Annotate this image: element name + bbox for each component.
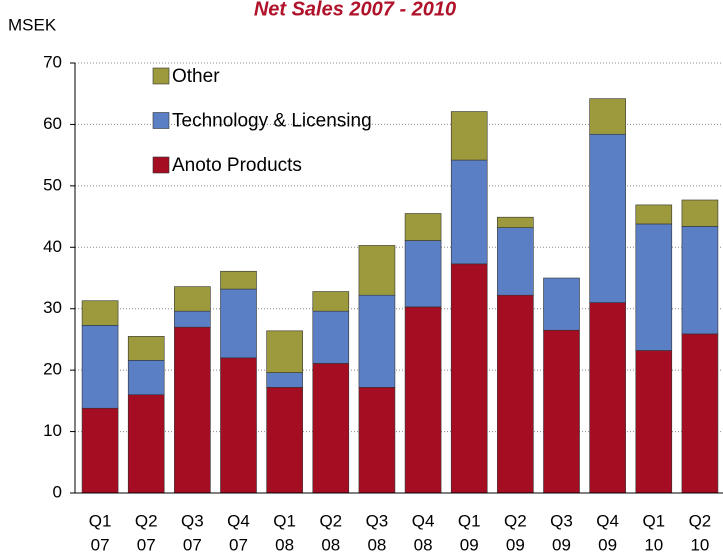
bar-segment xyxy=(220,288,257,359)
y-tick-label: 20 xyxy=(43,360,62,379)
x-tick-label: Q1 xyxy=(89,511,112,530)
bar-segment xyxy=(404,213,442,241)
bar-segment xyxy=(358,245,396,296)
bar-segment xyxy=(497,227,534,296)
bar-segment xyxy=(497,294,534,494)
bar-segment xyxy=(312,310,350,364)
legend-label: Technology & Licensing xyxy=(172,111,372,132)
x-tick-label: Q4 xyxy=(227,511,250,530)
bar-segment xyxy=(404,306,442,494)
x-tick-label: 10 xyxy=(690,535,709,554)
bar-segment xyxy=(589,98,626,135)
x-tick-label: 08 xyxy=(275,535,294,554)
y-axis-label: MSEK xyxy=(8,15,57,34)
y-tick-label: 60 xyxy=(43,114,62,133)
x-tick-label: 09 xyxy=(598,535,617,554)
y-tick-label: 70 xyxy=(43,52,62,71)
bar-segment xyxy=(589,302,626,494)
bar-segment xyxy=(174,310,211,328)
x-tick-label: 09 xyxy=(506,535,525,554)
bar-segment xyxy=(81,407,119,494)
y-tick-label: 10 xyxy=(43,421,62,440)
bar-segment xyxy=(312,363,350,494)
x-tick-label: Q2 xyxy=(689,511,712,530)
legend-swatch xyxy=(152,112,170,129)
bar-segment xyxy=(220,270,257,290)
x-tick-label: 07 xyxy=(229,535,248,554)
y-tick-label: 40 xyxy=(43,237,62,256)
x-tick-label: Q2 xyxy=(135,511,158,530)
bar-segment xyxy=(681,333,719,494)
bar-segment xyxy=(450,263,488,494)
bar-segment xyxy=(266,330,303,373)
bar-segment xyxy=(174,326,211,494)
bar-segment xyxy=(450,111,488,161)
bar-segment xyxy=(127,394,165,494)
x-tick-label: 08 xyxy=(414,535,433,554)
bar-segment xyxy=(404,240,442,308)
bar-segment xyxy=(220,357,257,494)
x-tick-label: 09 xyxy=(552,535,571,554)
bar-segment xyxy=(127,360,165,396)
y-tick-label: 0 xyxy=(53,482,62,501)
bar-segment xyxy=(174,286,211,312)
x-tick-label: 08 xyxy=(367,535,386,554)
bar-segment xyxy=(450,159,488,265)
x-tick-label: 08 xyxy=(321,535,340,554)
bar-segment xyxy=(589,133,626,303)
bar-segment xyxy=(497,216,534,228)
bar-segment xyxy=(543,329,580,494)
bar-segment xyxy=(681,226,719,335)
bar-segment xyxy=(266,387,303,494)
x-tick-label: Q1 xyxy=(458,511,481,530)
x-tick-label: Q1 xyxy=(642,511,665,530)
x-tick-label: Q4 xyxy=(412,511,435,530)
legend-label: Anoto Products xyxy=(172,155,302,176)
legend-swatch xyxy=(152,67,170,85)
bar-segment xyxy=(358,387,396,494)
bar-segment xyxy=(635,223,673,351)
bar-segment xyxy=(81,324,119,409)
x-tick-label: Q3 xyxy=(366,511,389,530)
bar-segment xyxy=(81,300,119,326)
legend-swatch xyxy=(152,156,170,174)
bar-segment xyxy=(312,291,350,312)
x-tick-label: Q3 xyxy=(181,511,204,530)
bar-segment xyxy=(543,277,580,331)
legend-label: Other xyxy=(172,66,220,87)
x-tick-label: Q2 xyxy=(319,511,342,530)
y-tick-label: 50 xyxy=(43,175,62,194)
x-tick-label: Q4 xyxy=(596,511,619,530)
x-tick-label: Q3 xyxy=(550,511,573,530)
x-tick-label: 09 xyxy=(460,535,479,554)
y-tick-label: 30 xyxy=(43,298,62,317)
x-tick-label: 07 xyxy=(183,535,202,554)
x-tick-label: 07 xyxy=(137,535,156,554)
chart-title: Net Sales 2007 - 2010 xyxy=(254,0,456,20)
x-tick-label: 07 xyxy=(91,535,110,554)
bar-segment xyxy=(266,372,303,388)
bar-segment xyxy=(358,294,396,388)
bar-segment xyxy=(635,350,673,494)
bar-segment xyxy=(635,204,673,225)
bar-segment xyxy=(127,336,165,361)
bar-segment xyxy=(681,199,719,227)
x-tick-label: Q2 xyxy=(504,511,527,530)
x-tick-label: Q1 xyxy=(273,511,296,530)
x-tick-label: 10 xyxy=(644,535,663,554)
